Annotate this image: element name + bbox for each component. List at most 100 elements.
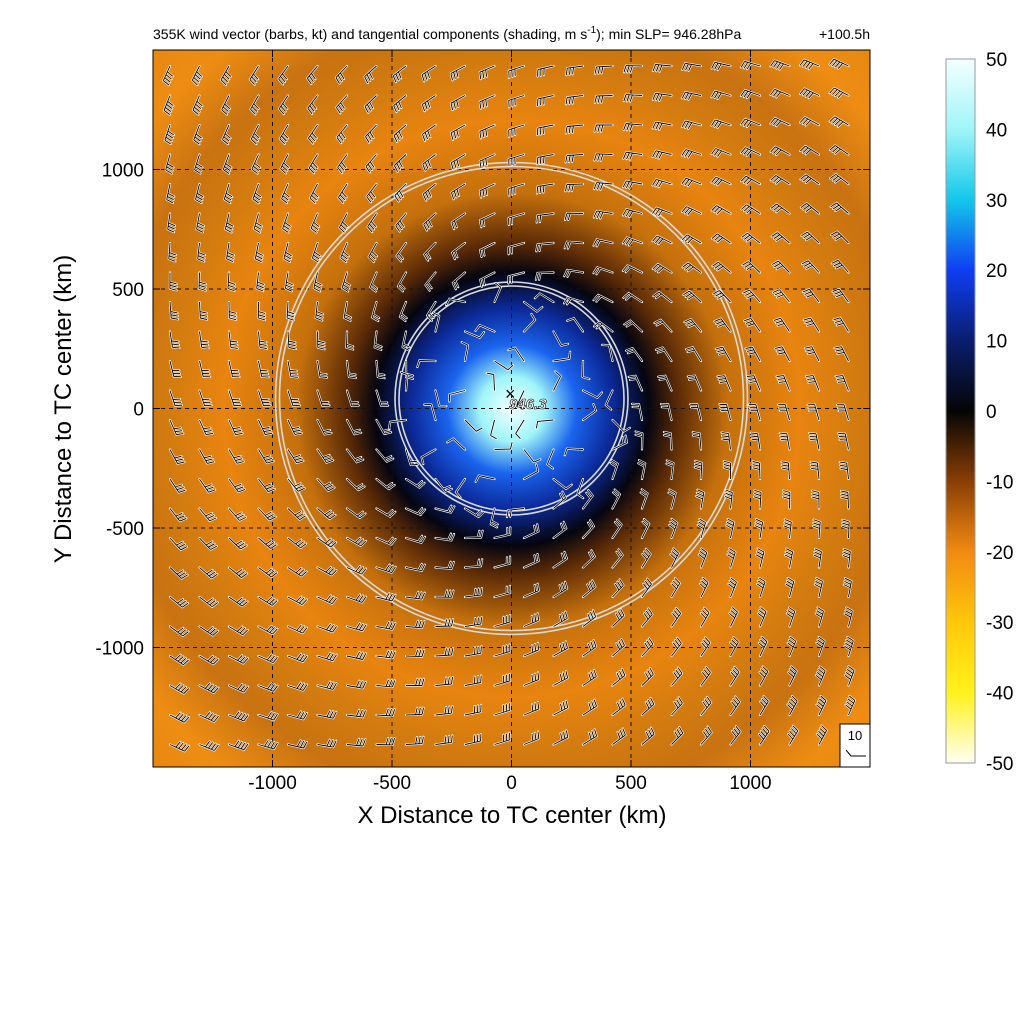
wind-barb xyxy=(687,375,702,391)
wind-barb xyxy=(829,145,849,155)
wind-barb xyxy=(508,124,525,137)
wind-barb xyxy=(804,346,820,362)
wind-barb xyxy=(553,700,569,716)
wind-barb xyxy=(346,419,362,435)
wind-barb xyxy=(523,313,536,332)
wind-barb xyxy=(641,518,650,539)
wind-barb xyxy=(346,680,367,689)
wind-barb xyxy=(405,563,426,572)
wind-barb xyxy=(346,449,364,463)
wind-barb xyxy=(169,419,184,436)
wind-barb xyxy=(508,242,525,255)
wind-barb xyxy=(199,741,219,751)
wind-barb xyxy=(744,317,761,332)
wind-barb xyxy=(700,637,711,657)
wind-barb xyxy=(258,567,278,578)
wind-barb xyxy=(346,537,367,547)
wind-barb xyxy=(638,459,646,480)
wind-barb xyxy=(801,260,820,273)
wind-barb xyxy=(711,90,731,100)
colorbar-tick-label: 10 xyxy=(986,332,1007,353)
wind-barb xyxy=(814,577,823,598)
wind-barb xyxy=(169,331,180,349)
wind-barb xyxy=(317,360,328,378)
wind-barb xyxy=(336,124,348,144)
wind-barb xyxy=(346,622,367,632)
x-tick-label: -500 xyxy=(373,773,411,794)
wind-barb xyxy=(564,448,584,456)
wind-barb xyxy=(759,695,769,716)
wind-barb xyxy=(612,728,626,745)
wind-barb xyxy=(523,524,539,539)
wind-barb xyxy=(169,567,188,579)
wind-barb xyxy=(464,617,483,627)
wind-barb xyxy=(536,183,554,194)
wind-barb xyxy=(641,578,652,598)
wind-barb xyxy=(775,346,790,362)
wind-barb xyxy=(346,508,366,519)
colorbar-tick-label: 40 xyxy=(986,120,1007,141)
wind-barb xyxy=(803,317,820,332)
barb-reference-box: 10 xyxy=(839,723,871,768)
wind-barb xyxy=(635,431,643,450)
x-tick-label: 500 xyxy=(615,773,647,794)
wind-barb xyxy=(844,607,853,627)
wind-barb xyxy=(287,596,308,605)
wind-barb xyxy=(365,154,377,173)
wind-barb xyxy=(652,235,672,245)
wind-barb xyxy=(479,183,495,198)
wind-barb xyxy=(582,390,603,399)
wind-barb xyxy=(228,683,249,693)
wind-barb xyxy=(494,703,511,716)
y-tick-label: -500 xyxy=(106,519,144,540)
x-tick-label: -1000 xyxy=(248,773,297,794)
wind-barb xyxy=(494,585,511,598)
barb-reference-glyph xyxy=(845,749,866,757)
wind-barb xyxy=(339,213,348,233)
wind-barb xyxy=(346,360,356,379)
wind-barb xyxy=(464,331,485,339)
wind-barb xyxy=(658,375,672,391)
wind-barb xyxy=(475,475,495,483)
wind-barb xyxy=(421,95,436,112)
wind-barb xyxy=(338,183,348,204)
wind-barb xyxy=(593,210,613,219)
wind-barb xyxy=(167,213,176,233)
wind-barb xyxy=(494,556,511,568)
wind-barb xyxy=(366,183,377,203)
wind-barb xyxy=(740,175,761,185)
wind-barb xyxy=(622,265,643,273)
wind-barb xyxy=(376,564,396,574)
wind-barb xyxy=(228,449,244,464)
wind-barb xyxy=(435,648,454,657)
wind-barb xyxy=(553,611,568,627)
wind-barb xyxy=(317,449,334,464)
wind-barb xyxy=(593,321,613,332)
wind-barb xyxy=(464,559,483,568)
wind-barb xyxy=(447,438,466,450)
wind-barb xyxy=(169,449,185,465)
wind-barb xyxy=(564,241,584,249)
wind-barb xyxy=(371,301,380,322)
wind-barb xyxy=(782,490,791,509)
wind-barb xyxy=(448,390,466,402)
colorbar-tick-label: 50 xyxy=(986,50,1007,71)
wind-barb xyxy=(258,683,278,692)
wind-barb xyxy=(376,592,396,602)
wind-barb xyxy=(836,404,849,421)
wind-barb xyxy=(834,346,849,362)
wind-barb xyxy=(199,537,218,550)
wind-barb xyxy=(700,607,710,627)
wind-barb xyxy=(397,272,407,292)
wind-barb xyxy=(577,478,584,499)
wind-barb xyxy=(287,508,306,520)
wind-barb xyxy=(553,581,568,598)
wind-barb xyxy=(369,272,378,292)
wind-barb xyxy=(317,595,337,605)
wind-barb xyxy=(593,294,613,303)
y-tick-label: 0 xyxy=(133,400,144,421)
range-ring-inner xyxy=(278,165,745,632)
wind-barb xyxy=(310,213,320,233)
wind-barb xyxy=(254,242,264,263)
wind-barb xyxy=(346,478,365,491)
